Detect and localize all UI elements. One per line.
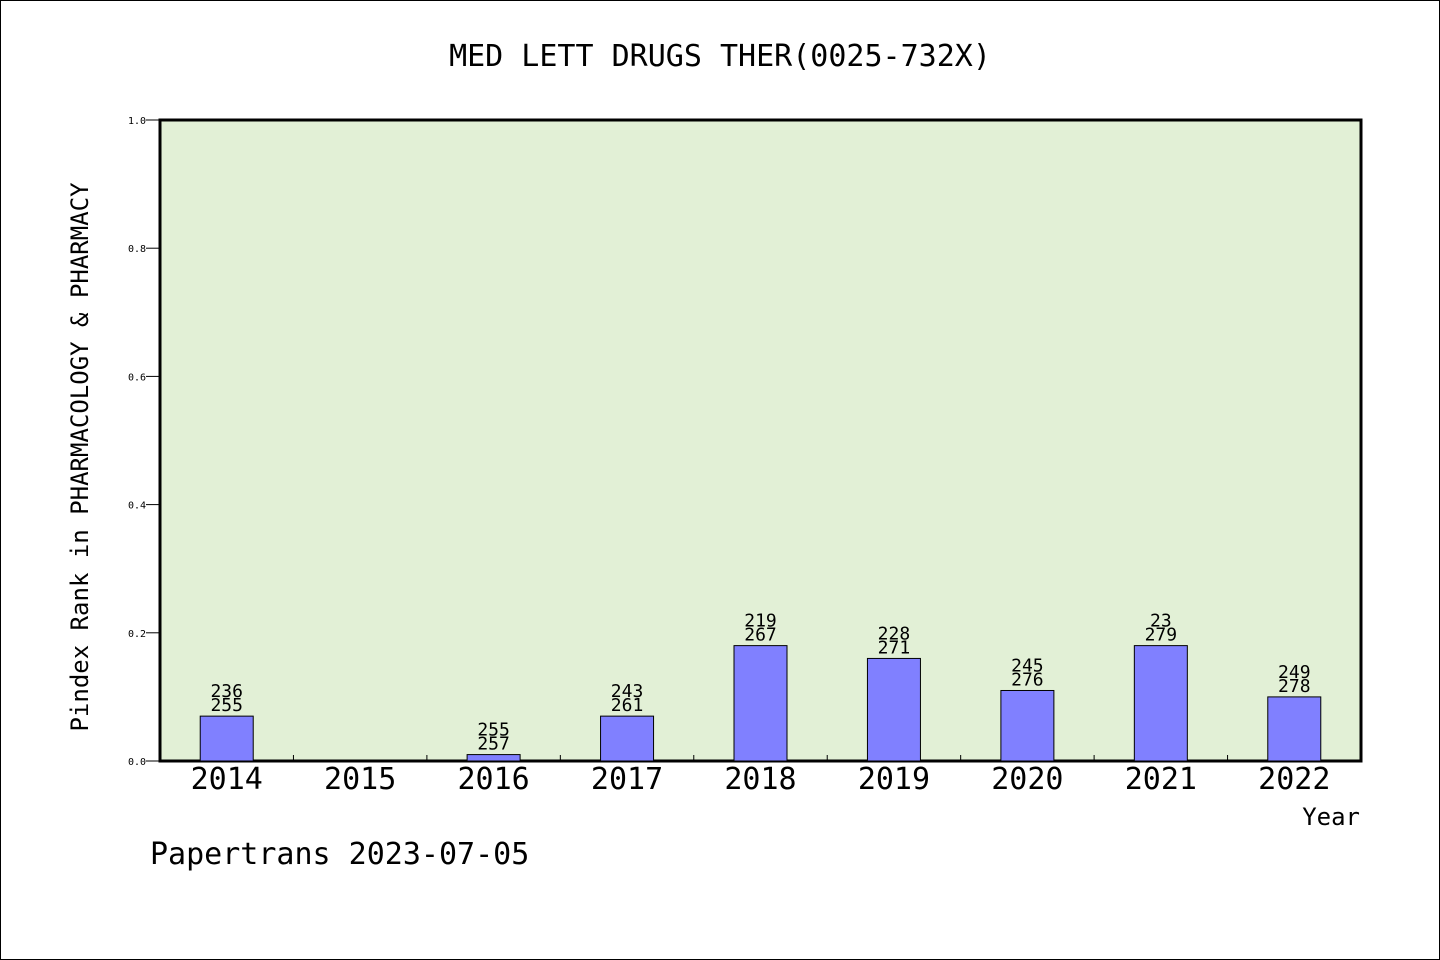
- data-label: 257: [477, 734, 510, 755]
- data-label: 278: [1278, 676, 1311, 697]
- data-label: 261: [611, 695, 644, 716]
- y-tick-label: 0.6: [128, 372, 146, 383]
- x-tick-label: 2022: [1258, 762, 1330, 797]
- x-axis-label: Year: [1302, 803, 1360, 831]
- bar: [1133, 645, 1188, 762]
- y-tick-label: 0.4: [128, 501, 146, 512]
- data-label: 271: [878, 637, 911, 658]
- y-axis-label: Pindex Rank in PHARMACOLOGY & PHARMACY: [66, 182, 94, 732]
- chart-title: MED LETT DRUGS THER(0025-732X): [449, 39, 991, 74]
- bar: [1267, 696, 1322, 762]
- bar: [866, 657, 921, 762]
- footer-note: Papertrans 2023-07-05: [150, 837, 529, 872]
- data-label: 267: [744, 625, 777, 646]
- y-tick-label: 1.0: [128, 116, 146, 127]
- x-tick-label: 2021: [1125, 762, 1197, 797]
- x-tick-label: 2019: [858, 762, 930, 797]
- data-label: 236: [210, 681, 243, 702]
- x-tick-label: 2014: [191, 762, 263, 797]
- data-label: 255: [477, 720, 510, 741]
- x-tick-label: 2018: [724, 762, 796, 797]
- data-label: 243: [611, 681, 644, 702]
- bar: [199, 715, 254, 762]
- x-tick-label: 2017: [591, 762, 663, 797]
- y-axis-ticks: 0.0 0.2 0.4 0.6 0.8 1.0: [128, 116, 159, 768]
- x-axis-ticks: 2014 2015 2016 2017 2018 2019 2020 2021 2022: [191, 755, 1330, 797]
- data-label: 245: [1011, 655, 1044, 676]
- bar: [733, 645, 788, 762]
- data-label: 228: [878, 623, 911, 644]
- x-tick-label: 2020: [991, 762, 1063, 797]
- data-label: 279: [1145, 625, 1178, 646]
- y-tick-label: 0.8: [128, 244, 146, 255]
- bar: [466, 754, 521, 762]
- y-tick-label: 0.2: [128, 629, 146, 640]
- data-label: 276: [1011, 669, 1044, 690]
- x-tick-label: 2016: [457, 762, 529, 797]
- bar: [1000, 689, 1055, 762]
- y-tick-label: 0.0: [128, 757, 146, 768]
- data-label: 219: [744, 611, 777, 632]
- data-label: 255: [210, 695, 243, 716]
- x-tick-label: 2015: [324, 762, 396, 797]
- data-label: 249: [1278, 662, 1311, 683]
- data-label: 23: [1150, 611, 1172, 632]
- bar-series: [199, 645, 1322, 762]
- bar: [600, 715, 655, 762]
